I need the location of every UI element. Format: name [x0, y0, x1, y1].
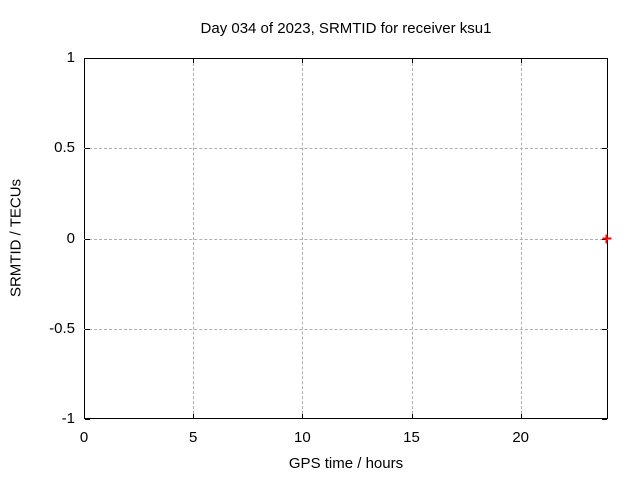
- y-tick-mark: [85, 58, 90, 59]
- x-tick-mark: [520, 58, 522, 63]
- y-tick-mark: [602, 148, 607, 150]
- x-tick-mark: [84, 414, 85, 419]
- y-tick-mark: [85, 328, 90, 330]
- x-tick-mark: [302, 58, 304, 63]
- x-tick-mark: [193, 58, 195, 63]
- y-tick-label: -0.5: [49, 319, 75, 337]
- x-tick-label: 20: [512, 429, 529, 446]
- x-tick-mark: [193, 414, 195, 419]
- y-tick-mark: [85, 419, 90, 420]
- y-tick-mark: [602, 419, 607, 420]
- chart-title: Day 034 of 2023, SRMTID for receiver ksu…: [200, 20, 492, 37]
- x-tick-label: 15: [403, 429, 420, 446]
- x-tick-mark: [411, 414, 413, 419]
- y-tick-label: 0.5: [54, 139, 75, 157]
- y-gridline: [84, 328, 608, 330]
- x-tick-label: 5: [188, 429, 198, 446]
- y-gridline: [84, 148, 608, 150]
- y-tick-mark: [85, 238, 90, 240]
- x-tick-label: 10: [293, 429, 311, 446]
- y-tick-label: 0: [66, 229, 75, 247]
- x-tick-mark: [84, 58, 85, 63]
- x-tick-mark: [520, 414, 522, 419]
- x-axis-label: GPS time / hours: [288, 455, 404, 472]
- y-gridline: [84, 238, 608, 240]
- y-tick-label: -1: [61, 410, 75, 427]
- data-point-marker: [602, 234, 612, 243]
- x-tick-mark: [411, 58, 413, 63]
- y-tick-mark: [602, 58, 607, 59]
- y-tick-label: 1: [66, 49, 75, 66]
- y-tick-mark: [602, 328, 607, 330]
- x-tick-label: 0: [79, 429, 89, 446]
- x-tick-mark: [302, 414, 304, 419]
- y-tick-mark: [85, 148, 90, 150]
